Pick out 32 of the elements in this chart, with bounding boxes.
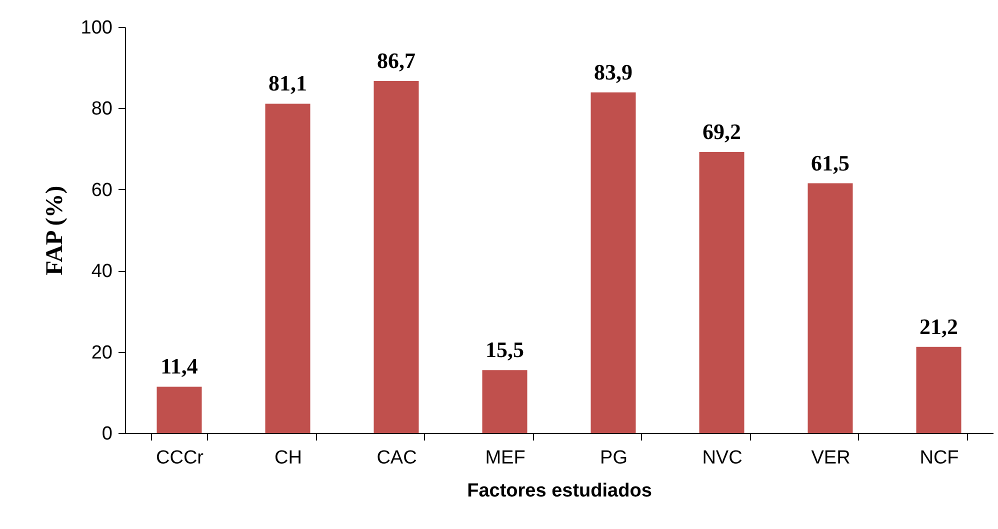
x-tick-label: CH [274,448,302,468]
bar [482,370,528,433]
x-tick-label: MEF [485,448,526,468]
data-label: 69,2 [702,119,741,144]
bar [699,152,744,433]
y-tick-label: 60 [91,180,112,201]
bar [808,183,853,433]
data-label: 15,5 [486,337,524,362]
x-tick-label: CCCr [156,448,204,468]
data-label: 11,4 [160,354,198,379]
y-tick-label: 100 [80,18,112,38]
bar [374,81,419,433]
x-tick-label: NCF [920,448,959,468]
y-tick-label: 0 [102,424,112,444]
bar [590,92,636,433]
x-tick-label: VER [811,448,850,468]
y-tick-label: 20 [91,342,112,364]
data-label: 81,1 [268,70,307,96]
bar [156,386,202,433]
data-label: 86,7 [377,48,416,73]
data-label: 61,5 [811,150,850,176]
x-tick-label: NVC [702,448,742,468]
x-axis-title: Factores estudiados [467,480,652,502]
bar [916,346,962,433]
data-label: 83,9 [594,59,632,84]
x-tick-label: CAC [376,448,417,468]
y-tick-label: 80 [91,98,112,120]
y-tick-label: 40 [91,261,112,282]
bar [265,104,310,433]
y-axis-title: FAP (%) [42,186,68,276]
data-label: 21,2 [920,314,958,339]
x-tick-label: PG [600,448,628,468]
